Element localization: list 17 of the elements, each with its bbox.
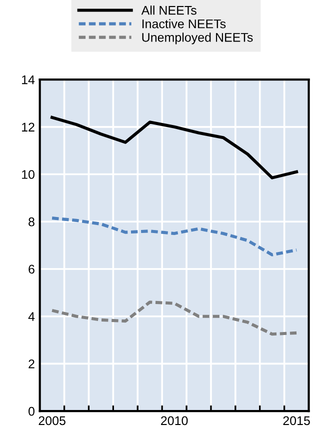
line-series [50,300,298,336]
y-tick-label: 4 [28,312,35,321]
y-tick-label: 2 [28,360,34,368]
y-tick-label: 8 [28,217,34,226]
legend-label: Unemployed NEETs [142,32,253,44]
x-tick-label: 2005 [38,416,66,426]
y-tick-label: 14 [22,75,35,84]
x-tick-label: 2010 [161,416,188,426]
line-series [50,116,298,180]
y-tick-label: 6 [28,264,34,274]
legend-label: Inactive NEETs [142,19,226,28]
x-tick-label: 2015 [283,416,310,426]
y-tick-label: 0 [28,406,34,416]
y-tick-label: 12 [22,122,34,132]
line-series [50,216,298,256]
legend-label: All NEETs [141,6,196,15]
y-tick-label: 10 [22,170,34,179]
